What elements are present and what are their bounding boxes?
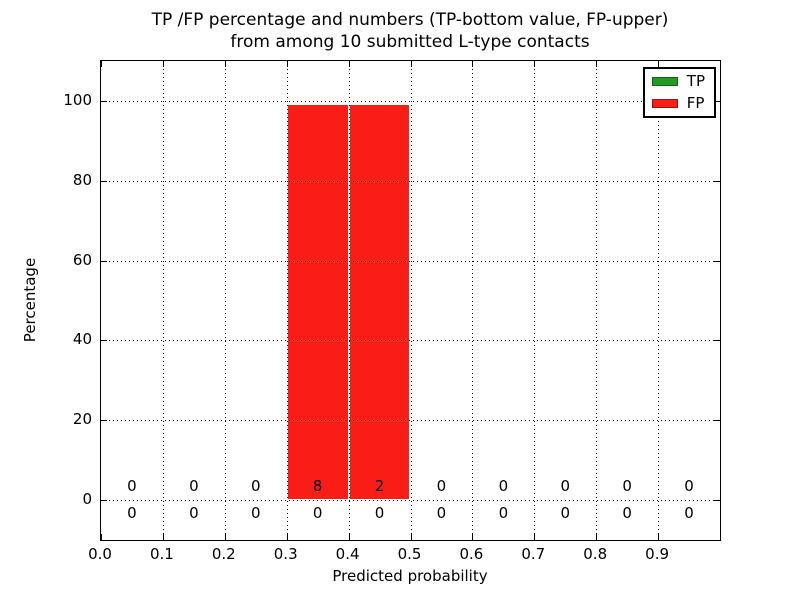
y-tick-mark	[101, 260, 107, 262]
legend-label-tp: TP	[686, 72, 705, 90]
x-gridline	[348, 61, 350, 540]
tp-count-label: 0	[684, 504, 694, 523]
tp-legend-swatch-icon	[651, 77, 678, 86]
tp-count-label: 0	[250, 504, 261, 523]
x-tick-label: 0.5	[397, 545, 422, 563]
fp-count-label: 8	[312, 477, 323, 496]
x-tick-mark	[596, 534, 598, 540]
fp-count-label: 0	[498, 477, 509, 496]
x-tick-label: 0.2	[211, 545, 236, 563]
x-tick-mark	[472, 61, 474, 67]
x-gridline	[162, 61, 164, 540]
x-gridline	[472, 61, 474, 540]
fp-count-label: 0	[127, 477, 137, 496]
x-tick-mark	[162, 534, 164, 540]
x-gridline	[596, 61, 598, 540]
x-tick-mark	[596, 61, 598, 67]
x-gridline	[658, 61, 660, 540]
tp-count-label: 0	[127, 504, 137, 523]
y-tick-mark	[714, 340, 720, 342]
x-tick-label: 0.0	[88, 545, 112, 563]
x-tick-mark	[658, 534, 660, 540]
y-tick-mark	[714, 260, 720, 262]
x-tick-mark	[472, 534, 474, 540]
x-gridline	[410, 61, 412, 540]
x-tick-label: 0.7	[521, 545, 546, 563]
x-tick-mark	[658, 61, 660, 67]
y-tick-mark	[101, 340, 107, 342]
y-tick-label: 60	[72, 250, 92, 269]
x-tick-mark	[410, 61, 412, 67]
x-tick-label: 0.4	[335, 545, 360, 563]
y-tick-mark	[101, 420, 107, 422]
y-tick-mark	[714, 180, 720, 182]
x-tick-mark	[101, 61, 102, 67]
y-tick-mark	[101, 180, 107, 182]
y-tick-mark	[714, 100, 720, 102]
x-tick-label: 0.9	[645, 545, 670, 563]
fp-legend-swatch-icon	[651, 99, 678, 108]
y-tick-label: 80	[72, 170, 92, 189]
fp-count-label: 2	[374, 477, 385, 496]
x-tick-mark	[534, 534, 536, 540]
y-tick-label: 20	[72, 410, 92, 429]
y-tick-mark	[714, 500, 720, 502]
tp-count-label: 0	[312, 504, 323, 523]
fp-bar	[286, 103, 349, 501]
tp-count-label: 0	[498, 504, 509, 523]
x-tick-label: 0.8	[583, 545, 608, 563]
y-tick-label: 0	[82, 490, 92, 509]
tp-count-label: 0	[560, 504, 571, 523]
tp-count-label: 0	[374, 504, 385, 523]
x-tick-mark	[534, 61, 536, 67]
tp-count-label: 0	[436, 504, 447, 523]
x-tick-mark	[410, 534, 412, 540]
fp-count-label: 0	[560, 477, 571, 496]
legend-item-tp: TP	[651, 72, 705, 90]
x-tick-mark	[162, 61, 164, 67]
x-tick-mark	[286, 61, 288, 67]
tp-count-label: 0	[189, 504, 199, 523]
x-gridline	[534, 61, 536, 540]
x-tick-label: 0.6	[459, 545, 484, 563]
x-tick-mark	[224, 61, 226, 67]
y-axis-label: Percentage	[21, 257, 39, 343]
legend-item-fp: FP	[651, 94, 705, 112]
x-tick-mark	[348, 534, 350, 540]
legend: TP FP	[642, 67, 716, 118]
tp-count-label: 0	[622, 504, 632, 523]
fp-count-label: 0	[250, 477, 261, 496]
y-tick-mark	[101, 100, 107, 102]
x-axis-label: Predicted probability	[332, 567, 488, 585]
plot-area: 0 0 0 0 0 0 0 0 0 0 0 0 0 8 2 0 0 0 0 0 TP FP	[100, 60, 721, 541]
y-tick-mark	[101, 500, 107, 502]
fp-count-label: 0	[436, 477, 447, 496]
fp-bar	[348, 103, 411, 501]
y-tick-label: 40	[72, 330, 92, 349]
fp-count-label: 0	[622, 477, 632, 496]
y-tick-mark	[714, 420, 720, 422]
x-tick-mark	[286, 534, 288, 540]
x-gridline	[286, 61, 288, 540]
chart-title-line2: from among 10 submitted L-type contacts	[230, 32, 590, 53]
x-tick-label: 0.1	[149, 545, 174, 563]
legend-label-fp: FP	[686, 94, 705, 112]
chart-title: TP /FP percentage and numbers (TP-bottom…	[100, 9, 720, 54]
x-tick-mark	[224, 534, 226, 540]
x-tick-label: 0.3	[273, 545, 298, 563]
y-tick-label: 100	[63, 90, 92, 109]
fp-count-label: 0	[684, 477, 694, 496]
x-tick-mark	[101, 534, 102, 540]
x-gridline	[224, 61, 226, 540]
chart-title-line1: TP /FP percentage and numbers (TP-bottom…	[151, 10, 669, 30]
fp-count-label: 0	[189, 477, 199, 496]
x-tick-mark	[348, 61, 350, 67]
